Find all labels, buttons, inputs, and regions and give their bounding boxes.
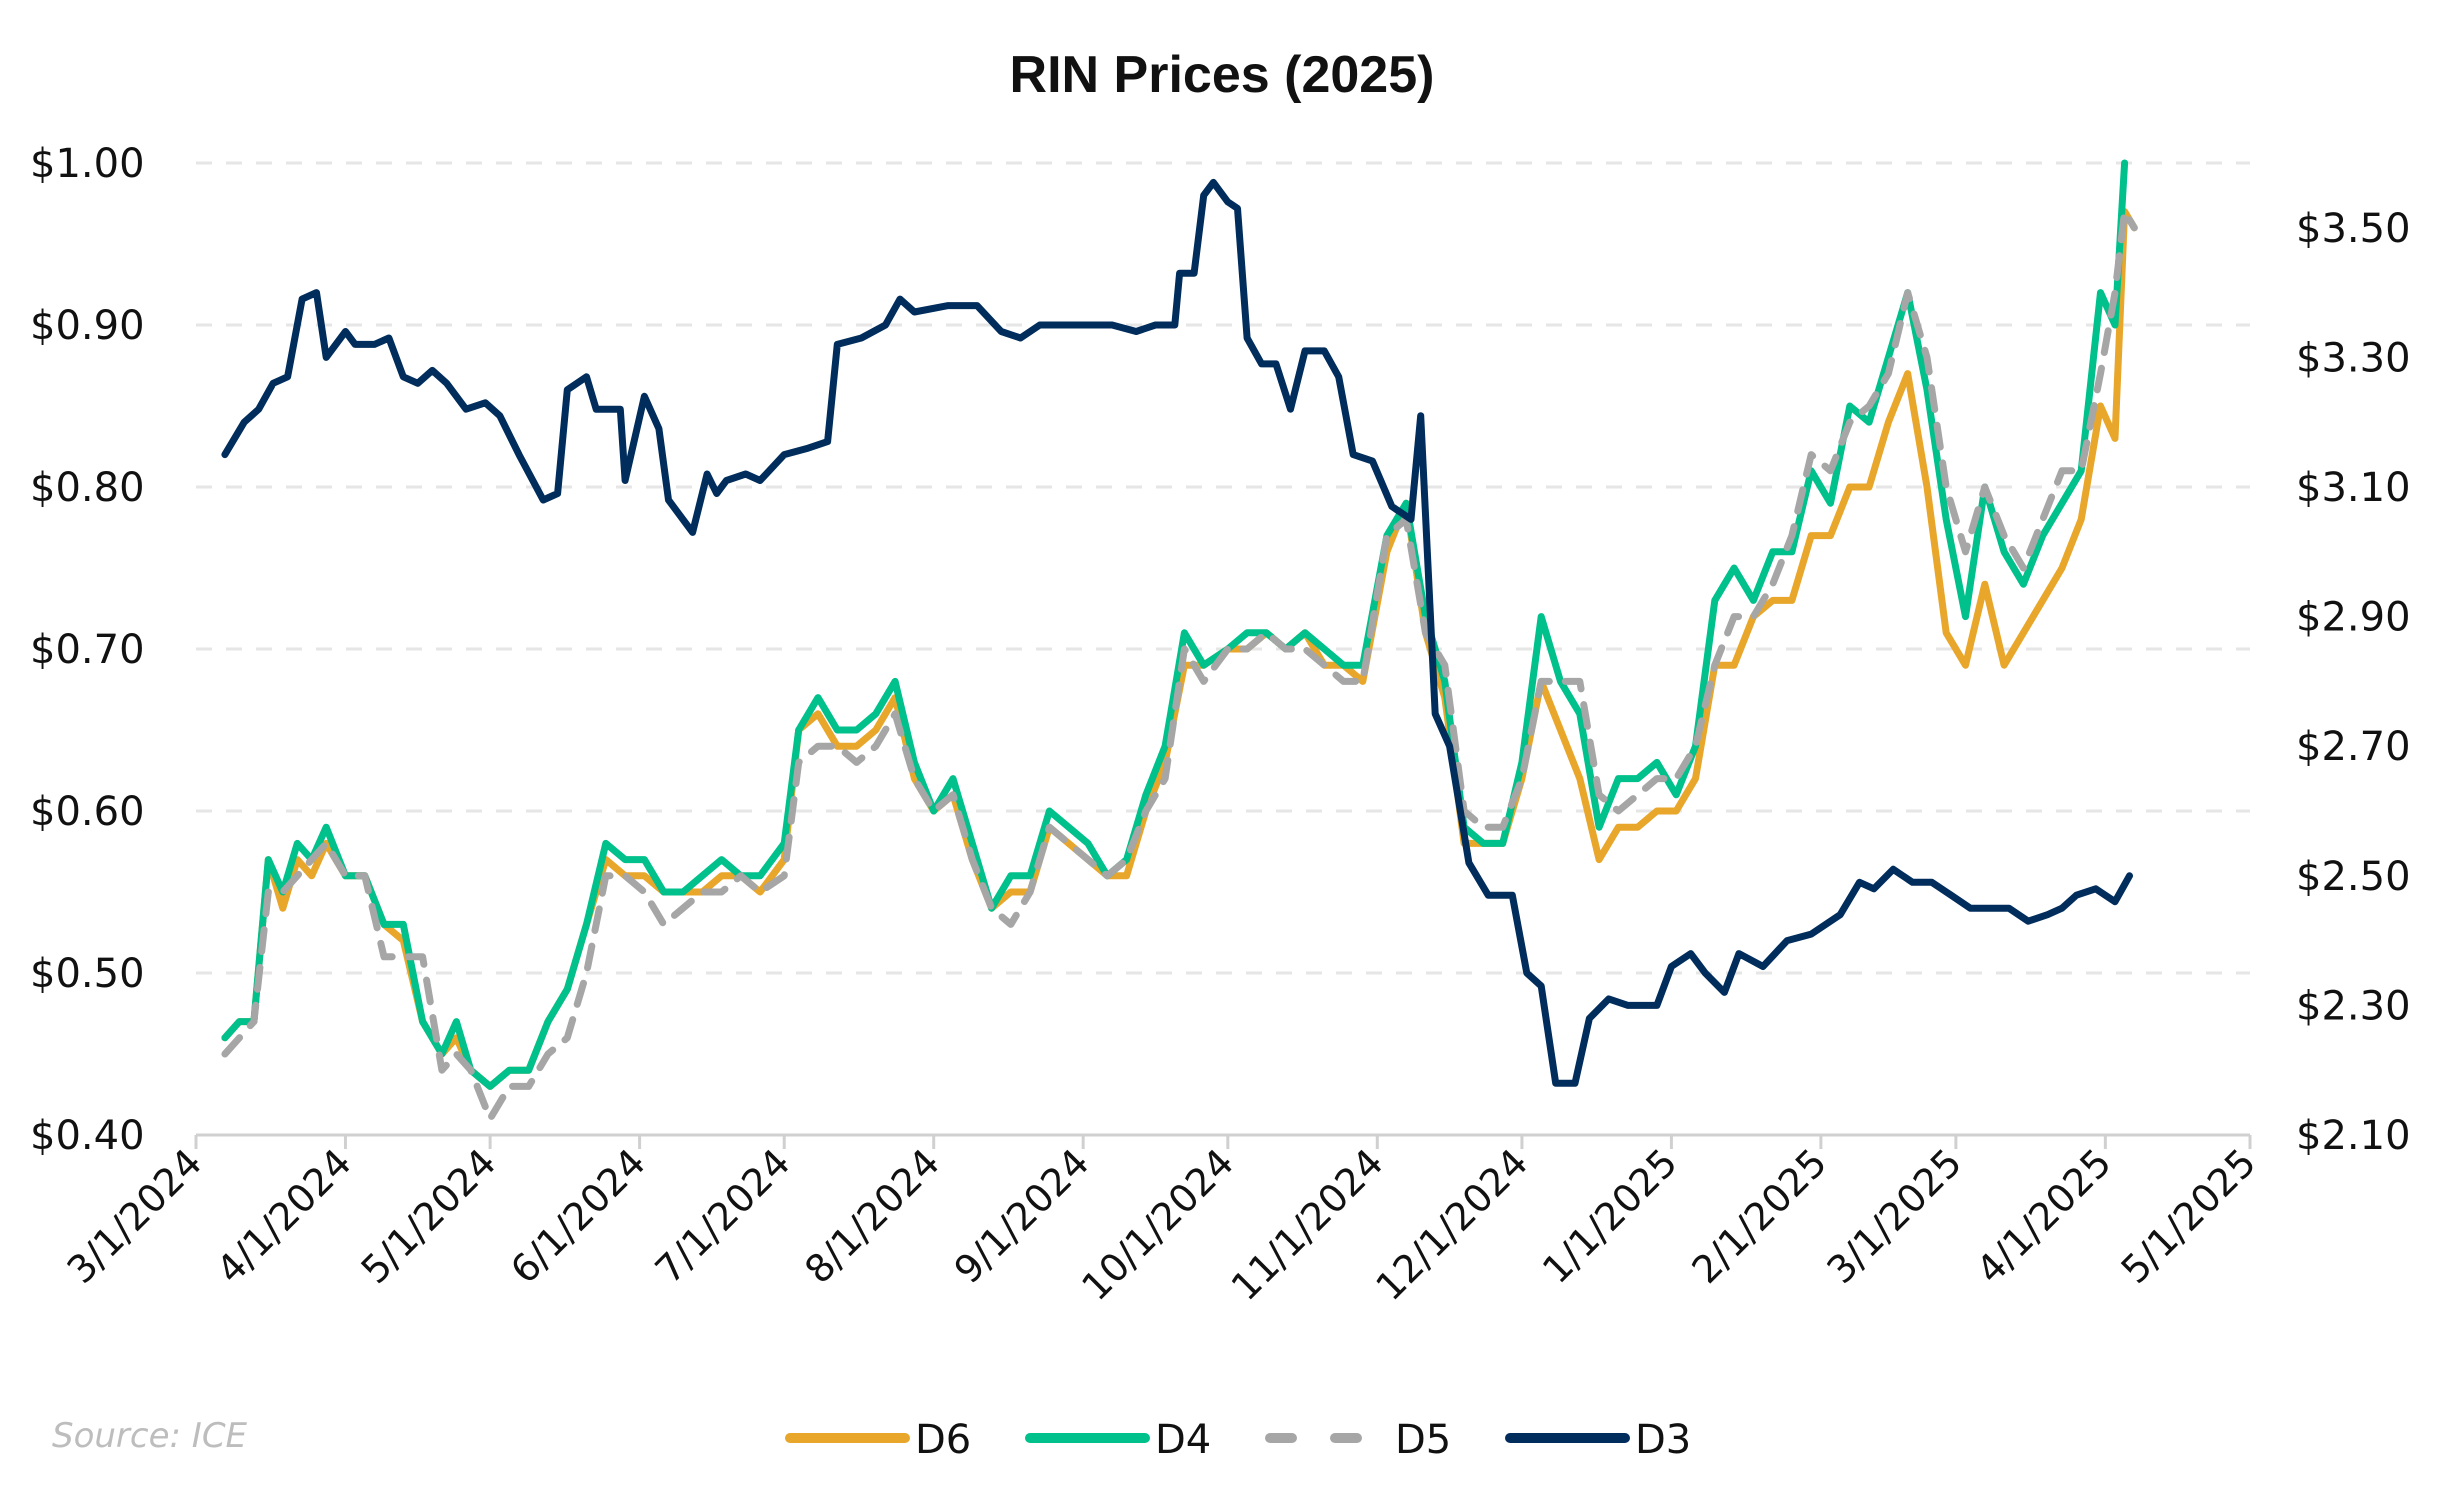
gridlines xyxy=(196,161,2250,975)
source-note: Source: ICE xyxy=(52,1416,248,1456)
x-tick-label: 6/1/2024 xyxy=(502,1140,654,1292)
chart-title: RIN Prices (2025) xyxy=(1010,46,1435,104)
series-line-d4 xyxy=(221,159,2129,1090)
x-tick-label: 4/1/2025 xyxy=(1968,1140,2120,1292)
x-tick-label: 7/1/2024 xyxy=(647,1140,799,1292)
legend-label-d4: D4 xyxy=(1155,1417,1211,1463)
y-left-tick-label: $1.00 xyxy=(30,141,145,187)
legend-label-d6: D6 xyxy=(915,1417,971,1463)
x-axis: 3/1/20244/1/20245/1/20246/1/20247/1/2024… xyxy=(59,1133,2265,1309)
y-axis-left: $0.40 $0.50 $0.60 $0.70 $0.80 $0.90 $1.00 xyxy=(30,141,145,1159)
series-lines xyxy=(221,159,2138,1123)
x-tick-label: 10/1/2024 xyxy=(1073,1140,1242,1309)
x-tick-label: 3/1/2024 xyxy=(59,1140,211,1292)
y-right-tick-label: $2.50 xyxy=(2296,854,2411,900)
x-tick-label: 4/1/2024 xyxy=(208,1140,360,1292)
y-axis-right: $2.10 $2.30 $2.50 $2.70 $2.90 $3.10 $3.30 $3.50 xyxy=(2296,206,2411,1159)
y-right-tick-label: $3.10 xyxy=(2296,465,2411,511)
x-tick-label: 5/1/2025 xyxy=(2113,1140,2265,1292)
x-tick-label: 9/1/2024 xyxy=(946,1140,1098,1292)
y-right-tick-label: $2.90 xyxy=(2296,595,2411,641)
y-right-tick-label: $3.50 xyxy=(2296,206,2411,252)
y-right-tick-label: $3.30 xyxy=(2296,335,2411,381)
y-right-tick-label: $2.30 xyxy=(2296,983,2411,1029)
y-right-tick-label: $2.10 xyxy=(2296,1113,2411,1159)
y-left-tick-label: $0.90 xyxy=(30,303,145,349)
y-left-tick-label: $0.50 xyxy=(30,951,145,997)
x-tick-label: 1/1/2025 xyxy=(1534,1140,1686,1292)
x-tick-label: 3/1/2025 xyxy=(1818,1140,1970,1292)
x-tick-label: 2/1/2025 xyxy=(1683,1140,1835,1292)
x-tick-label: 11/1/2024 xyxy=(1223,1140,1392,1309)
legend: D6 D4 D5 D3 xyxy=(785,1417,1691,1463)
x-tick-label: 5/1/2024 xyxy=(353,1140,505,1292)
y-left-tick-label: $0.40 xyxy=(30,1113,145,1159)
x-tick-label: 8/1/2024 xyxy=(796,1140,948,1292)
legend-label-d5: D5 xyxy=(1395,1417,1451,1463)
series-line-d3 xyxy=(221,178,2133,1087)
series-line-d5 xyxy=(221,208,2138,1123)
y-right-tick-label: $2.70 xyxy=(2296,724,2411,770)
x-tick-label: 12/1/2024 xyxy=(1367,1140,1536,1309)
legend-label-d3: D3 xyxy=(1635,1417,1691,1463)
y-left-tick-label: $0.60 xyxy=(30,789,145,835)
y-left-tick-label: $0.70 xyxy=(30,627,145,673)
y-left-tick-label: $0.80 xyxy=(30,465,145,511)
